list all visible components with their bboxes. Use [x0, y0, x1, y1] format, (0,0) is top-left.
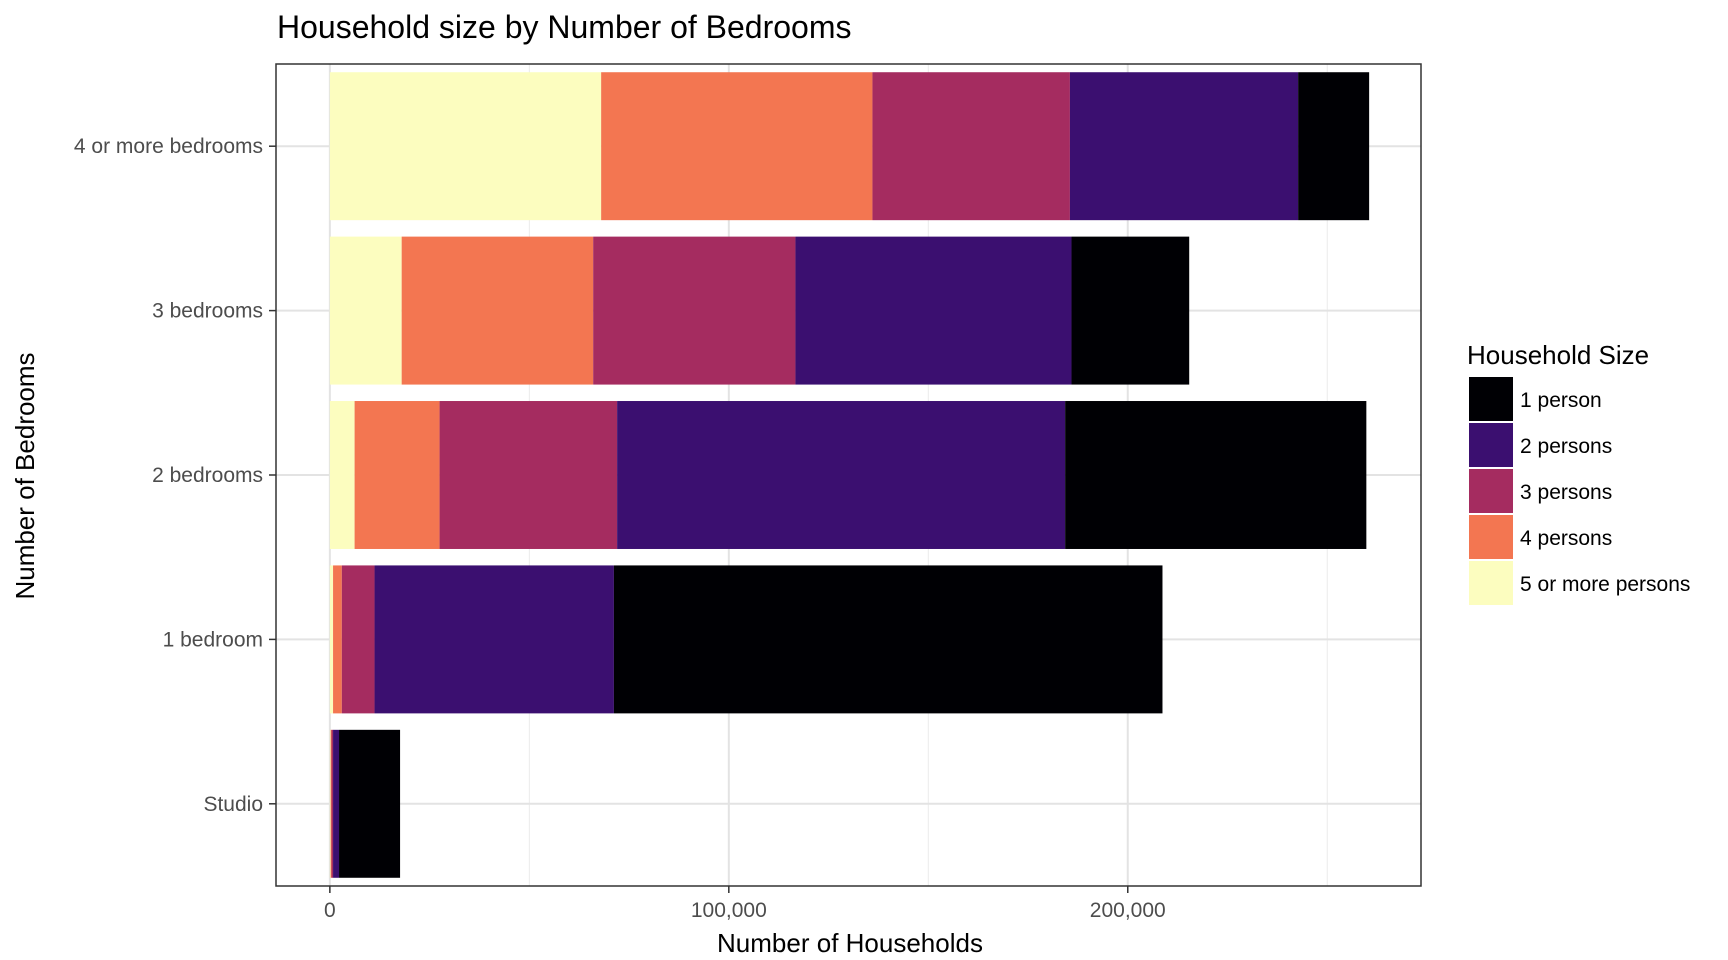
x-axis-title: Number of Households	[717, 928, 983, 958]
x-tick-label: 0	[324, 899, 336, 922]
legend-key	[1469, 423, 1513, 467]
bar-segment	[613, 565, 1163, 714]
bar-segment	[354, 401, 440, 549]
bar-segment	[593, 236, 796, 385]
bar-segment	[333, 729, 340, 878]
legend-items: 1 person 2 persons 3 persons 4 persons 5 or …	[1469, 377, 1690, 605]
legend-title: Household Size	[1467, 340, 1649, 370]
legend-label: 1 person	[1520, 389, 1602, 412]
legend-label: 4 persons	[1520, 527, 1612, 550]
y-tick-label: 4 or more bedrooms	[74, 135, 263, 158]
y-tick-label: 3 bedrooms	[152, 300, 263, 323]
legend-key	[1469, 377, 1513, 421]
legend-label: 3 persons	[1520, 481, 1612, 504]
bar-segment	[374, 565, 614, 714]
bar-segment	[601, 72, 873, 221]
bar-segment	[339, 729, 401, 878]
legend-key	[1469, 515, 1513, 559]
legend-label: 5 or more persons	[1520, 573, 1690, 596]
bar-segment	[1065, 401, 1367, 549]
y-tick-label: 1 bedroom	[163, 628, 263, 651]
x-tick-label: 200,000	[1090, 899, 1166, 922]
chart-title: Household size by Number of Bedrooms	[277, 9, 852, 45]
bar-segment	[795, 236, 1072, 385]
plot-panel	[275, 63, 1422, 887]
bar-segment	[439, 401, 618, 549]
y-tick-label: Studio	[203, 793, 263, 816]
bar-segment	[330, 729, 332, 878]
bars	[329, 72, 1370, 878]
bar-segment	[872, 72, 1070, 221]
y-axis: Studio 1 bedroom 2 bedrooms 3 bedrooms 4 or …	[74, 135, 276, 816]
bar-segment	[1069, 72, 1299, 221]
bar-segment	[1298, 72, 1370, 221]
bar-segment	[329, 72, 602, 221]
legend-key	[1469, 469, 1513, 513]
bar-segment	[329, 729, 331, 878]
bar-segment	[331, 729, 334, 878]
bar-segment	[329, 236, 402, 385]
bar-segment	[333, 565, 342, 714]
legend-key	[1469, 561, 1513, 605]
y-tick-label: 2 bedrooms	[152, 464, 263, 487]
y-axis-title: Number of Bedrooms	[10, 352, 40, 599]
bar-segment	[329, 401, 355, 549]
x-axis: 0 100,000 200,000	[324, 886, 1166, 922]
bar-segment	[1071, 236, 1190, 385]
legend: Household Size 1 person 2 persons 3 person…	[1467, 340, 1690, 605]
bar-segment	[617, 401, 1066, 549]
bar-segment	[341, 565, 375, 714]
legend-label: 2 persons	[1520, 435, 1612, 458]
bar-segment	[329, 565, 334, 714]
x-tick-label: 100,000	[691, 899, 767, 922]
bar-segment	[401, 236, 594, 385]
